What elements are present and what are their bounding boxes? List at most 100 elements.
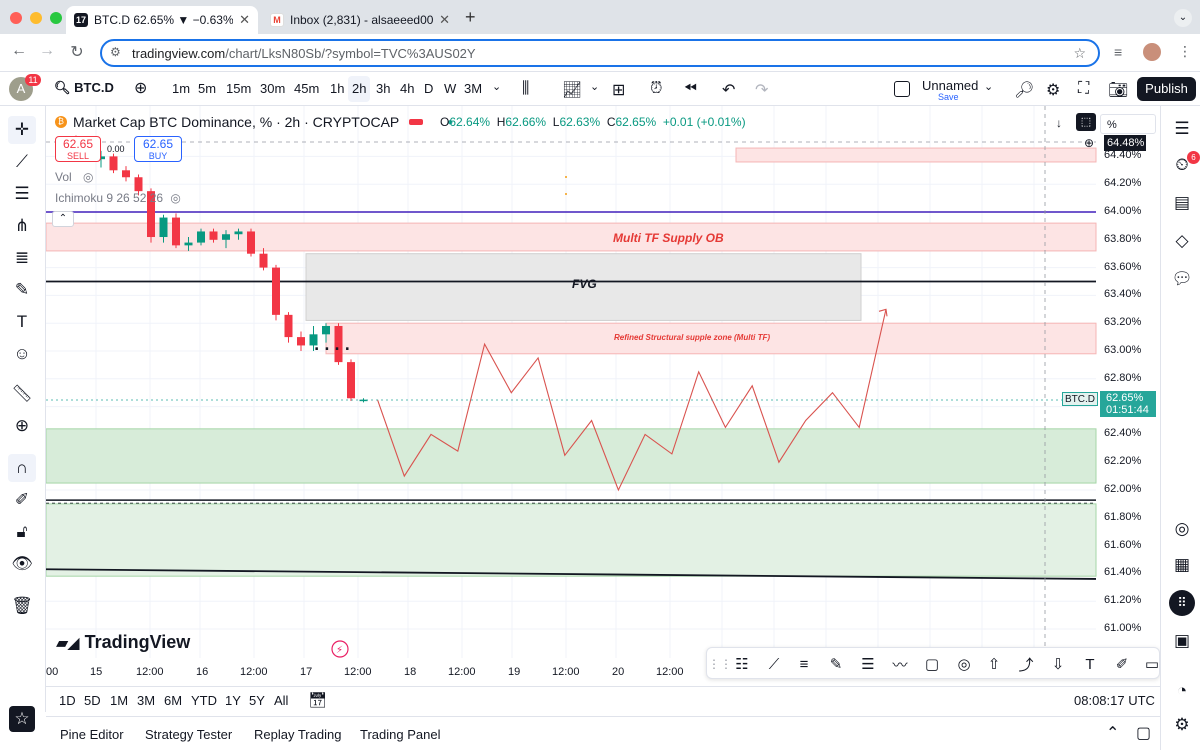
range-ytd[interactable]: YTD bbox=[191, 693, 217, 708]
tf-w[interactable]: W bbox=[444, 81, 457, 96]
highlighter-icon[interactable]: ✐ bbox=[1115, 656, 1129, 673]
trash-icon[interactable]: 🗑︎ bbox=[11, 596, 33, 615]
target-icon[interactable]: ◎ bbox=[1174, 519, 1190, 538]
undo-icon[interactable]: ↶ bbox=[722, 82, 736, 99]
browser-tab-tradingview[interactable]: 17 BTC.D 62.65% ▼ −0.63% Un ✕ bbox=[66, 6, 258, 34]
range-1m[interactable]: 1M bbox=[110, 693, 129, 708]
layout-save-status[interactable]: Save bbox=[938, 92, 959, 102]
tf-30m[interactable]: 30m bbox=[260, 81, 286, 96]
range-5d[interactable]: 5D bbox=[84, 693, 101, 708]
tf-45m[interactable]: 45m bbox=[294, 81, 320, 96]
legend-flag-icon[interactable] bbox=[409, 119, 424, 125]
replay-icon[interactable]: ⏪︎ bbox=[684, 80, 697, 97]
bookmark-star-icon[interactable]: ☆ bbox=[1073, 45, 1086, 61]
browser-tab-gmail[interactable]: M Inbox (2,831) - alsaeeed00@ ✕ bbox=[262, 6, 458, 34]
range-1d[interactable]: 1D bbox=[59, 693, 76, 708]
alerts-clock-icon[interactable]: ⏲︎ bbox=[1175, 155, 1189, 174]
tf-4h[interactable]: 4h bbox=[400, 81, 415, 96]
layout-dropdown-icon[interactable]: ⌄ bbox=[984, 81, 994, 93]
layout-name[interactable]: Unnamed bbox=[922, 78, 979, 93]
tf-15m[interactable]: 15m bbox=[226, 81, 252, 96]
site-info-icon[interactable]: ⚙ bbox=[110, 45, 121, 59]
horizontal-lines-icon[interactable]: ☰ bbox=[14, 184, 30, 203]
arrow-up-icon[interactable]: ⇧ bbox=[987, 656, 1001, 673]
fib-icon[interactable]: ≣ bbox=[14, 248, 30, 267]
rectangle-icon[interactable]: ▢ bbox=[924, 656, 940, 673]
settings-icon[interactable]: ⚙ bbox=[1174, 715, 1190, 734]
range-all[interactable]: All bbox=[274, 693, 289, 708]
trend-line-icon[interactable]: ⟋ bbox=[16, 152, 28, 171]
news-flash-icon[interactable] bbox=[331, 640, 349, 658]
back-icon[interactable]: ← bbox=[11, 42, 27, 59]
chart-legend[interactable]: ₿ Market Cap BTC Dominance, % · 2h · CRY… bbox=[55, 114, 453, 130]
timeframe-dropdown-icon[interactable]: ⌄ bbox=[492, 81, 502, 93]
tf-2h[interactable]: 2h bbox=[348, 76, 371, 102]
circle-target-icon[interactable]: ◎ bbox=[957, 656, 971, 673]
minimize-window-dot[interactable] bbox=[30, 12, 42, 24]
layers-icon[interactable]: ◇ bbox=[1175, 231, 1189, 250]
go-to-date-icon[interactable]: 📅︎ bbox=[308, 692, 328, 709]
calendar-icon[interactable]: ▦ bbox=[1173, 555, 1191, 574]
redo-icon[interactable]: ↷ bbox=[755, 82, 769, 99]
maximize-panel-icon[interactable]: ▢ bbox=[1136, 725, 1152, 742]
text-icon[interactable]: T bbox=[1085, 655, 1095, 673]
brush-tool-icon[interactable]: ✎ bbox=[829, 656, 843, 673]
chart-pane[interactable]: ⚡︎ . . . . bbox=[46, 106, 1160, 686]
range-1y[interactable]: 1Y bbox=[225, 693, 241, 708]
time-axis[interactable]: 00 15 12:00 16 12:00 17 12:00 18 12:00 1… bbox=[46, 658, 1160, 686]
fullscreen-icon[interactable]: ⛶ bbox=[1078, 80, 1090, 97]
layout-checkbox-icon[interactable] bbox=[894, 81, 910, 97]
bar-style-icon[interactable]: ⫼ bbox=[522, 80, 530, 97]
range-6m[interactable]: 6M bbox=[164, 693, 183, 708]
arrow-down-icon[interactable]: ⇩ bbox=[1051, 656, 1065, 673]
buy-button[interactable]: 62.65 BUY bbox=[134, 136, 182, 162]
tf-5m[interactable]: 5m bbox=[198, 81, 217, 96]
text-tool-icon[interactable]: T bbox=[16, 312, 28, 331]
zoom-in-icon[interactable]: ⊕ bbox=[14, 416, 30, 435]
scale-mode-button[interactable]: % bbox=[1100, 114, 1156, 134]
apps-grid-icon[interactable]: ⠿ bbox=[1169, 590, 1195, 616]
collapse-legend-button[interactable]: ⌃ bbox=[52, 211, 74, 227]
channel-icon[interactable]: ≡ bbox=[799, 655, 809, 673]
indicators-dropdown-icon[interactable]: ⌄ bbox=[590, 81, 600, 93]
publish-button[interactable]: Publish bbox=[1137, 77, 1196, 101]
tf-1m[interactable]: 1m bbox=[172, 81, 191, 96]
hidden-eye-icon[interactable]: ◎ bbox=[170, 191, 181, 205]
drag-handle-icon[interactable]: ⋮⋮ bbox=[708, 657, 732, 671]
url-input[interactable]: ⚙ tradingview.com/chart/LksN80Sb/?symbol… bbox=[100, 39, 1100, 67]
pitchfork-icon[interactable]: ⋔ bbox=[14, 216, 30, 235]
visibility-eye-icon[interactable]: 👁︎ bbox=[11, 554, 33, 573]
settings-gear-icon[interactable]: ⚙ bbox=[1046, 82, 1061, 99]
profile-avatar[interactable] bbox=[1143, 43, 1161, 61]
tradingview-logo[interactable]: ▰◢ TradingView bbox=[56, 632, 190, 653]
tab-strategy-tester[interactable]: Strategy Tester bbox=[145, 727, 233, 742]
new-tab-button[interactable]: + bbox=[465, 7, 476, 27]
tf-3h[interactable]: 3h bbox=[376, 81, 391, 96]
close-tab-icon[interactable]: ✕ bbox=[439, 12, 450, 27]
range-3m[interactable]: 3M bbox=[137, 693, 156, 708]
brush-icon[interactable]: ✎ bbox=[14, 280, 30, 299]
crosshair-add-icon[interactable]: ⊕ bbox=[1084, 136, 1095, 150]
chart-canvas[interactable]: ⚡︎ . . . . bbox=[46, 106, 1160, 686]
crosshair-icon[interactable]: ✛ bbox=[8, 116, 36, 144]
fib-retracement-icon[interactable]: ☷ bbox=[735, 656, 749, 673]
alert-icon[interactable]: ⏰︎ bbox=[650, 80, 663, 97]
camera-icon[interactable]: 📷︎ bbox=[1108, 82, 1129, 99]
symbol-search[interactable]: 🔍︎ BTC.D bbox=[54, 80, 114, 96]
tf-1h[interactable]: 1h bbox=[330, 81, 345, 96]
tf-d[interactable]: D bbox=[424, 81, 434, 96]
chat-icon[interactable]: 💬︎ bbox=[1171, 269, 1193, 288]
auto-scale-icon[interactable]: ⬚ bbox=[1076, 113, 1096, 131]
tf-3m[interactable]: 3M bbox=[464, 81, 483, 96]
data-window-icon[interactable]: ▤ bbox=[1173, 193, 1191, 212]
tab-search-icon[interactable]: ⌄ bbox=[1174, 9, 1192, 27]
indicators-chart-icon[interactable]: 📈︎ bbox=[562, 82, 583, 99]
forward-icon[interactable]: → bbox=[39, 42, 55, 59]
lines-icon[interactable]: ☰ bbox=[861, 656, 875, 673]
lock-drawing-icon[interactable]: ✐ bbox=[14, 490, 30, 509]
clock-utc[interactable]: 08:08:17 UTC bbox=[1074, 693, 1155, 708]
browser-menu-icon[interactable]: ⋮ bbox=[1178, 43, 1192, 59]
favorites-star-icon[interactable]: ☆ bbox=[9, 706, 35, 732]
maximize-window-dot[interactable] bbox=[50, 12, 62, 24]
ruler-icon[interactable]: 📏︎ bbox=[11, 384, 33, 403]
